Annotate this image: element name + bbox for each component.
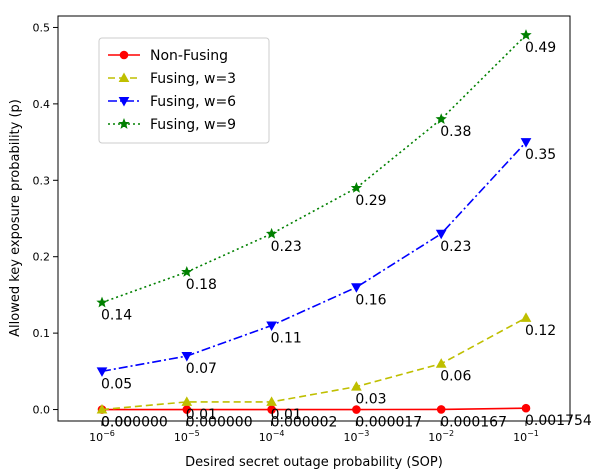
data-point-3-2 (265, 227, 278, 239)
data-point-0-5 (521, 403, 531, 413)
data-point-2-5 (520, 138, 532, 148)
data-point-3-1 (181, 266, 193, 277)
x-tick-label: 10−1 (513, 429, 539, 444)
data-label-0-5: 0.001754 (525, 413, 592, 429)
data-point-1-4 (435, 358, 447, 368)
data-labels: 0.000000 0.000000 0.000002 0.000017 0.000167… (101, 40, 592, 430)
series-line-2 (101, 141, 527, 373)
data-point-0-4 (436, 405, 446, 414)
x-tick-label: 10−4 (259, 429, 285, 444)
data-label-0-1: 0.000000 (186, 415, 253, 431)
data-point-1-3 (351, 381, 362, 391)
data-point-1-2 (266, 396, 277, 406)
y-axis-label: Allowed key exposure probability (p) (8, 99, 23, 337)
data-label-0-0: 0.000000 (101, 415, 168, 431)
y-tick-label: 0.2 (33, 251, 51, 264)
data-label-1-5: 0.12 (525, 323, 556, 339)
legend-marker-3 (118, 118, 130, 129)
series-line-3 (101, 34, 527, 304)
x-tick-label: 10−6 (89, 429, 115, 444)
data-label-3-0: 0.14 (101, 308, 132, 324)
data-label-1-3: 0.03 (355, 392, 386, 408)
data-label-1-0: 0.00 (101, 415, 132, 431)
data-point-1-5 (520, 312, 532, 322)
data-label-3-2: 0.23 (271, 239, 302, 255)
y-tick-label: 0.4 (33, 98, 51, 111)
legend-marker-1 (118, 72, 130, 82)
data-label-1-1: 0.01 (186, 407, 217, 423)
data-label-1-2: 0.01 (271, 407, 302, 423)
data-label-2-2: 0.11 (271, 330, 302, 346)
legend-frame (98, 37, 270, 144)
data-point-2-4 (435, 229, 447, 240)
x-tick-label: 10−2 (428, 429, 454, 444)
series-line-1 (101, 317, 527, 411)
data-point-0-3 (352, 405, 361, 414)
data-point-3-4 (435, 113, 447, 124)
data-label-2-5: 0.35 (525, 147, 556, 163)
data-label-3-1: 0.18 (186, 277, 217, 293)
y-tick-label: 0.1 (33, 327, 51, 340)
legend-label-1: Fusing, w=3 (150, 71, 236, 87)
data-label-0-2: 0.000002 (271, 415, 338, 431)
y-tick-label: 0.5 (33, 21, 51, 34)
data-point-2-3 (351, 283, 362, 293)
data-label-0-4: 0.000167 (440, 414, 507, 430)
data-label-2-0: 0.05 (101, 376, 132, 392)
legend-label-3: Fusing, w=9 (150, 117, 236, 133)
data-label-0-3: 0.000017 (355, 415, 422, 431)
legend-marker-0 (119, 50, 129, 60)
x-tick-label: 10−5 (174, 429, 200, 444)
legend-label-0: Non-Fusing (150, 48, 228, 64)
legend-label-2: Fusing, w=6 (150, 94, 236, 110)
data-label-2-3: 0.16 (355, 292, 386, 308)
data-label-2-1: 0.07 (186, 361, 217, 377)
x-axis: 10−6 10−5 10−4 10−3 10−2 10−1 (89, 421, 539, 444)
series-layer (96, 29, 532, 414)
data-point-2-0 (96, 367, 108, 377)
legend: Non-Fusing Fusing, w=3 Fusing, w=6 Fusing, … (98, 37, 270, 144)
data-point-2-1 (181, 352, 193, 362)
data-label-3-4: 0.38 (440, 124, 471, 140)
data-label-2-4: 0.23 (440, 239, 471, 255)
series-line-0 (102, 407, 527, 411)
data-point-2-2 (266, 321, 277, 331)
data-label-3-5: 0.49 (525, 40, 556, 56)
data-point-1-0 (96, 404, 108, 414)
x-tick-label: 10−3 (344, 429, 370, 444)
data-point-1-1 (181, 396, 193, 406)
data-label-1-4: 0.06 (440, 369, 471, 385)
y-tick-label: 0.0 (33, 404, 51, 417)
y-tick-label: 0.3 (33, 174, 51, 187)
data-label-3-3: 0.29 (355, 193, 386, 209)
x-axis-label: Desired secret outage probability (SOP) (185, 455, 443, 470)
data-point-3-3 (350, 181, 363, 193)
legend-marker-2 (118, 97, 130, 107)
y-axis: 0.0 0.1 0.2 0.3 0.4 0.5 (33, 21, 58, 417)
data-point-3-0 (96, 296, 108, 308)
data-point-3-5 (520, 29, 532, 40)
